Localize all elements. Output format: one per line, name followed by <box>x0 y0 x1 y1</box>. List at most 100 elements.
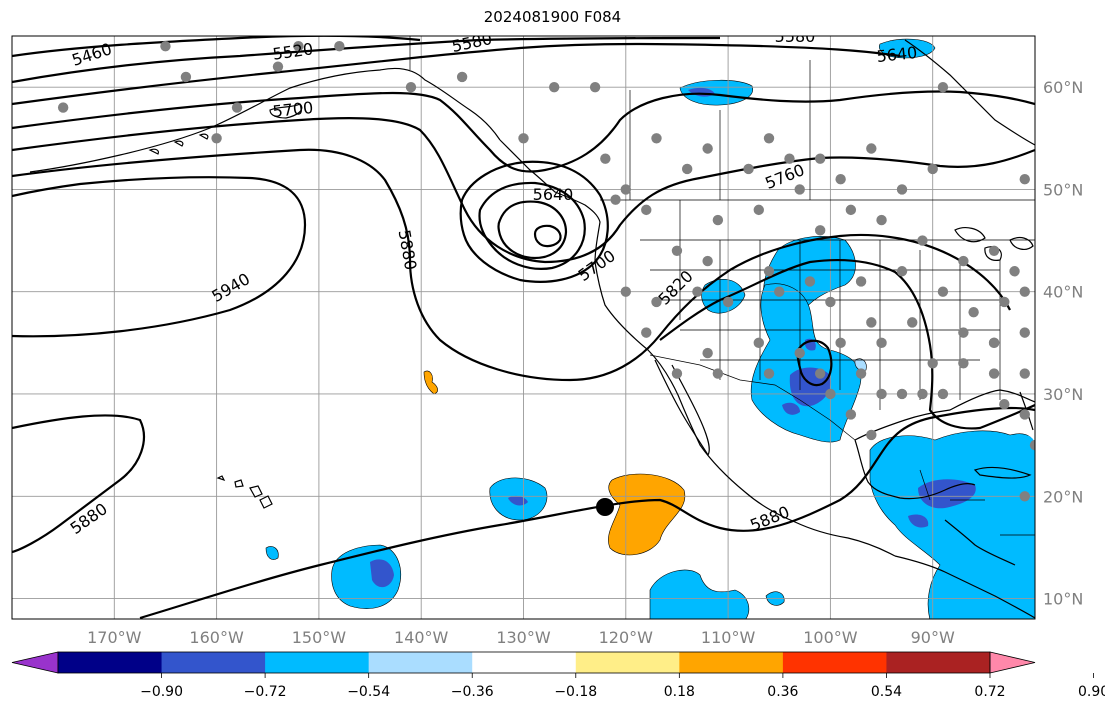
colorbar-tick-label: 0.18 <box>664 684 695 700</box>
station-dot <box>405 81 417 93</box>
station-dot <box>958 327 969 338</box>
colorbar-swatch <box>368 652 473 673</box>
station-dot <box>968 306 979 318</box>
station-dot <box>999 296 1010 308</box>
station-dot <box>1019 409 1030 420</box>
station-dot <box>180 71 192 83</box>
station-dot <box>702 347 713 359</box>
contour-label: 5940 <box>208 269 253 306</box>
station-dot <box>794 347 805 359</box>
colorbar-tick-label: −0.72 <box>244 684 287 700</box>
height-contour <box>139 406 1035 619</box>
latitude-tick-label: 30°N <box>1043 385 1083 404</box>
station-dot <box>774 286 785 297</box>
graticule <box>12 36 1035 619</box>
station-dot <box>825 388 836 400</box>
station-dot <box>1019 491 1030 502</box>
colorbar-swatch <box>58 652 163 673</box>
station-dot <box>988 368 1000 379</box>
contour-label: 5880 <box>67 499 111 538</box>
station-dot <box>907 317 918 328</box>
colorbar: −0.90 −0.72 −0.54 −0.36 −0.18 0.18 0.36 0.54 0.7… <box>11 651 1105 700</box>
station-dot <box>610 194 621 205</box>
station-dot <box>896 388 908 400</box>
station-dot <box>651 133 662 144</box>
station-dot <box>57 102 69 113</box>
station-dot <box>958 255 969 267</box>
height-contour <box>796 339 833 387</box>
station-dot <box>743 163 754 175</box>
station-dot <box>753 204 764 216</box>
height-contour <box>12 36 421 58</box>
anomaly-blob <box>750 283 862 443</box>
colorbar-swatch <box>886 652 991 673</box>
anomaly-blob <box>265 546 279 560</box>
colorbar-tick-label: 0.72 <box>974 684 1005 700</box>
anomaly-blob <box>423 370 438 395</box>
longitude-labels: 170°W 160°W 150°W 140°W 130°W 120°W 110°W 100°W… <box>87 628 955 647</box>
station-dot <box>927 163 938 175</box>
contour-label: 5520 <box>271 39 314 63</box>
colorbar-swatch <box>472 652 577 673</box>
height-contour <box>12 414 145 554</box>
height-contour <box>12 148 1011 382</box>
station-dot <box>334 41 345 52</box>
anomaly-blob <box>649 569 750 619</box>
contour-label: 5640 <box>533 185 574 204</box>
contour-label: 5880 <box>747 502 792 535</box>
height-contour <box>533 224 562 248</box>
longitude-tick-label: 120°W <box>599 628 654 647</box>
station-dot <box>1009 266 1020 277</box>
station-dot <box>589 81 601 93</box>
longitude-tick-label: 110°W <box>701 628 756 647</box>
station-dot <box>855 368 867 379</box>
station-dot <box>845 204 857 216</box>
station-dot <box>231 102 243 113</box>
anomaly-blob <box>608 473 686 556</box>
colorbar-swatch <box>575 652 680 673</box>
contour-label: 5460 <box>70 39 115 70</box>
anomaly-shading <box>265 38 1035 619</box>
colorbar-swatch <box>265 652 370 673</box>
height-contour <box>12 42 901 106</box>
anomaly-blob <box>701 278 746 314</box>
station-dot <box>937 81 949 93</box>
tropical-cyclone-marker <box>596 498 614 516</box>
station-dot <box>927 358 938 369</box>
station-dot <box>1019 327 1030 338</box>
station-dot <box>814 368 826 379</box>
station-dot <box>1019 173 1030 185</box>
station-dot <box>896 266 908 277</box>
colorbar-extend-low <box>11 651 59 674</box>
station-dot <box>937 286 949 297</box>
station-dot <box>712 214 724 226</box>
station-dot <box>988 337 1000 349</box>
longitude-tick-label: 90°W <box>911 628 955 647</box>
longitude-tick-label: 160°W <box>189 628 244 647</box>
latitude-tick-label: 20°N <box>1043 487 1083 506</box>
anomaly-blob <box>869 430 1035 619</box>
colorbar-tick-label: 0.36 <box>767 684 798 700</box>
anomaly-blob <box>878 38 936 59</box>
map-title: 2024081900 F084 <box>483 8 622 26</box>
station-dot <box>702 255 713 267</box>
station-dot <box>620 286 631 297</box>
station-dot <box>722 296 734 308</box>
station-dot <box>620 184 631 195</box>
contour-label: 5640 <box>876 43 918 66</box>
station-dot <box>999 399 1010 410</box>
station-dot <box>600 153 611 164</box>
colorbar-extend-high <box>989 651 1036 674</box>
longitude-tick-label: 150°W <box>292 628 347 647</box>
station-dot <box>641 327 652 338</box>
station-dot <box>814 153 826 164</box>
colorbar-tick-label: −0.36 <box>451 684 494 700</box>
map-frame <box>11 35 1036 620</box>
station-dot <box>211 133 222 144</box>
height-contour <box>497 200 568 260</box>
station-dot <box>160 41 171 52</box>
station-dot <box>866 429 877 441</box>
station-dot <box>814 225 826 236</box>
latitude-tick-label: 60°N <box>1043 78 1083 97</box>
anomaly-blob <box>508 495 528 506</box>
